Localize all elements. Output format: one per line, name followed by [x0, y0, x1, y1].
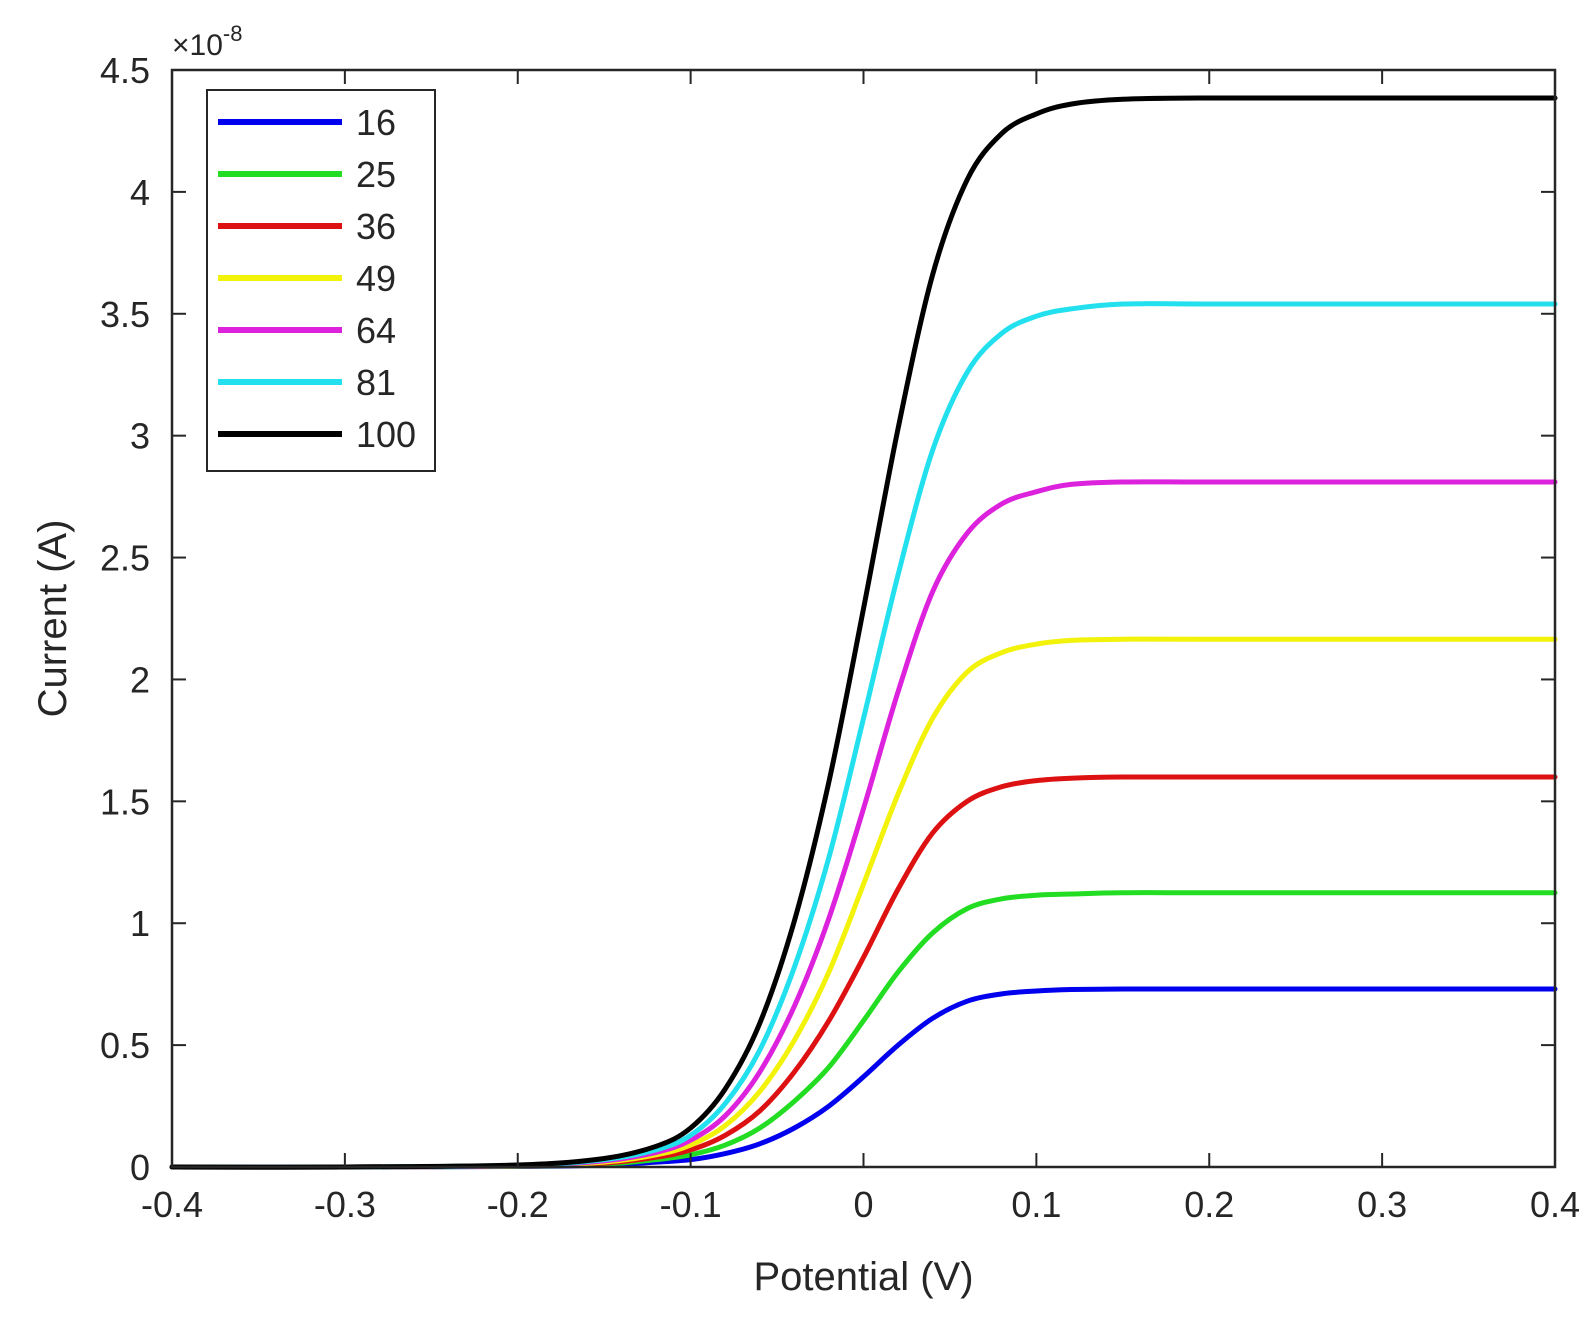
x-tick-label: 0.4: [1530, 1184, 1580, 1225]
y-axis-multiplier-base: ×10: [172, 29, 223, 62]
y-axis-multiplier: ×10-8: [172, 21, 242, 62]
x-tick-label: -0.1: [660, 1184, 722, 1225]
y-tick-label: 2: [130, 659, 150, 700]
x-tick-label: 0.3: [1357, 1184, 1407, 1225]
y-axis-label: Current (A): [31, 520, 75, 718]
y-tick-label: 1.5: [100, 781, 150, 822]
y-tick-label: 2.5: [100, 538, 150, 579]
x-axis-label: Potential (V): [753, 1255, 973, 1299]
y-tick-label: 0.5: [100, 1025, 150, 1066]
legend-label-49: 49: [356, 258, 396, 299]
y-tick-label: 3.5: [100, 294, 150, 335]
legend-label-81: 81: [356, 362, 396, 403]
series-line-100: [169, 95, 1558, 1170]
axis-ticks: -0.4 -0.3 -0.2 -0.1 0 0.1 0.2 0.3 0.4 0 0.5 1 1.5 2 2.…: [100, 50, 1580, 1225]
x-tick-label: -0.3: [314, 1184, 376, 1225]
legend-label-16: 16: [356, 102, 396, 143]
legend: 16 25 36 49 64 81 100: [206, 89, 436, 472]
legend-label-64: 64: [356, 310, 396, 351]
legend-label-36: 36: [356, 206, 396, 247]
y-tick-label: 1: [130, 903, 150, 944]
legend-items: 16 25 36 49 64 81 100: [218, 102, 416, 455]
y-tick-label: 0: [130, 1147, 150, 1188]
y-axis-multiplier-exponent: -8: [223, 21, 243, 46]
x-tick-label: 0.2: [1184, 1184, 1234, 1225]
legend-label-25: 25: [356, 154, 396, 195]
x-tick-label: -0.2: [487, 1184, 549, 1225]
legend-label-100: 100: [356, 414, 416, 455]
x-tick-label: 0.1: [1011, 1184, 1061, 1225]
x-tick-label: -0.4: [141, 1184, 203, 1225]
y-tick-label: 3: [130, 416, 150, 457]
y-tick-label: 4: [130, 172, 150, 213]
x-tick-label: 0: [853, 1184, 873, 1225]
y-tick-label: 4.5: [100, 50, 150, 91]
